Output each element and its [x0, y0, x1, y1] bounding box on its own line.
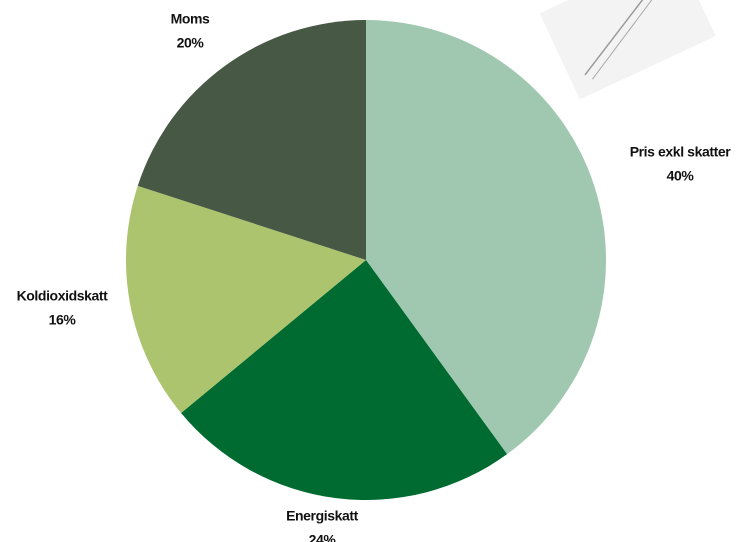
- decor-line: [584, 0, 665, 76]
- slice-value-label: 16%: [49, 312, 77, 328]
- slice-value-label: 24%: [309, 532, 337, 542]
- slice-value-label: 40%: [667, 168, 695, 184]
- pie-slice: [366, 20, 607, 455]
- decor-image: [539, 0, 716, 100]
- labels: Pris exkl skatter 40% Energiskatt 24% Koldio…: [17, 11, 732, 542]
- decor-line: [592, 0, 669, 80]
- slice-label: Moms: [171, 11, 210, 27]
- slice-label: Energiskatt: [286, 508, 359, 524]
- decor-background: [539, 0, 716, 100]
- slice-label: Pris exkl skatter: [630, 144, 732, 160]
- slice-label: Koldioxidskatt: [17, 288, 109, 304]
- pie-slice: [126, 185, 366, 413]
- slice-value-label: 20%: [177, 35, 205, 51]
- pie-slice: [181, 260, 508, 500]
- pie-slice: [137, 20, 366, 260]
- pie: [126, 20, 607, 500]
